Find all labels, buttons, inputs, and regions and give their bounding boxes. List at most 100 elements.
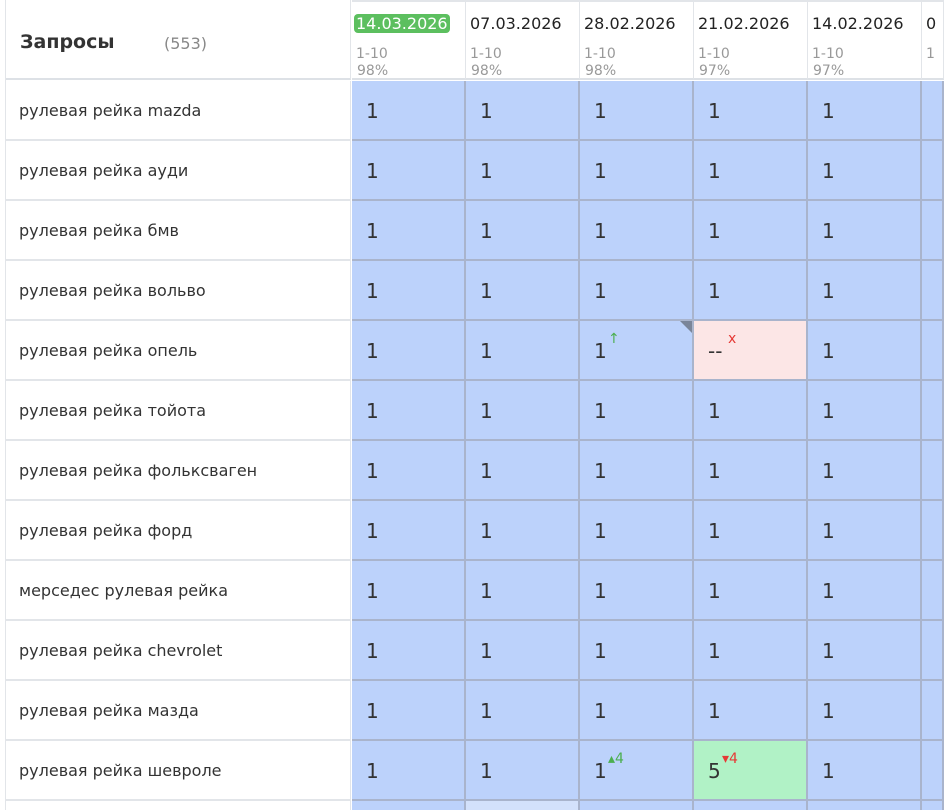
position-cell[interactable]: 1 [352, 741, 466, 801]
position-cell[interactable] [922, 201, 944, 261]
position-cell[interactable]: 1 [808, 81, 922, 141]
position-cell[interactable]: 1 [352, 201, 466, 261]
query-row[interactable]: рулевая рейка шевроле [6, 741, 351, 801]
column-date[interactable]: 14.02.2026 [812, 14, 904, 33]
query-row[interactable]: рулевая рейка бмв [6, 201, 351, 261]
position-cell[interactable]: 1 [694, 441, 808, 501]
position-cell[interactable]: 1 [466, 681, 580, 741]
position-cell[interactable]: 1 [808, 261, 922, 321]
position-cell[interactable]: 1 [808, 741, 922, 801]
note-corner-icon[interactable] [680, 321, 692, 333]
position-cell[interactable]: 1 [352, 621, 466, 681]
position-cell[interactable]: 1 ↑ [580, 321, 694, 381]
position-cell[interactable]: 1 [352, 141, 466, 201]
query-row[interactable]: рулевая рейка вольво [6, 261, 351, 321]
position-cell[interactable]: 1 [808, 621, 922, 681]
position-cell[interactable]: 1 [580, 561, 694, 621]
position-cell[interactable]: 1 [694, 201, 808, 261]
query-row[interactable]: рулевая рейка mazda [6, 81, 351, 141]
position-cell[interactable]: 1 [694, 681, 808, 741]
query-row[interactable]: мерседес рулевая рейка [6, 561, 351, 621]
position-cell[interactable]: 1 [466, 321, 580, 381]
query-row[interactable]: рулевая рейка опель [6, 321, 351, 381]
position-cell[interactable]: 1 ▴4 [580, 741, 694, 801]
position-cell[interactable] [922, 321, 944, 381]
position-cell[interactable]: 1 [808, 141, 922, 201]
position-cell[interactable] [922, 381, 944, 441]
position-cell[interactable]: 1 [808, 381, 922, 441]
position-cell[interactable] [922, 501, 944, 561]
position-cell[interactable] [922, 621, 944, 681]
position-cell[interactable]: 1 [580, 81, 694, 141]
position-cell[interactable]: 1 [580, 441, 694, 501]
position-cell[interactable]: 1 [352, 681, 466, 741]
column-date[interactable]: 0 [926, 14, 937, 33]
position-cell[interactable] [922, 261, 944, 321]
position-cell[interactable]: 1 [580, 261, 694, 321]
query-row[interactable]: рулевая рейка форд [6, 501, 351, 561]
date-column-header[interactable]: 14.03.2026 1-10 98% [352, 0, 466, 80]
query-row[interactable]: рулевая рейка фольксваген [6, 441, 351, 501]
position-cell[interactable] [922, 141, 944, 201]
position-cell[interactable]: 1 [352, 441, 466, 501]
position-cell[interactable]: 1 [352, 561, 466, 621]
column-date[interactable]: 14.03.2026 [354, 14, 450, 33]
position-cell[interactable]: 1 [352, 381, 466, 441]
position-cell[interactable]: 1 [580, 141, 694, 201]
date-column-header[interactable]: 14.02.2026 1-10 97% [808, 0, 922, 80]
position-cell[interactable]: 1 [580, 621, 694, 681]
position-cell[interactable] [922, 741, 944, 801]
position-cell[interactable]: 1 [694, 261, 808, 321]
position-cell[interactable]: 1 [466, 621, 580, 681]
position-cell[interactable]: 1 [580, 681, 694, 741]
position-cell[interactable]: 1 [466, 201, 580, 261]
position-cell[interactable]: 1 [466, 561, 580, 621]
position-cell[interactable]: 1 [694, 81, 808, 141]
date-column-header[interactable]: 28.02.2026 1-10 98% [580, 0, 694, 80]
position-cell[interactable] [922, 561, 944, 621]
position-cell[interactable]: 1 [466, 441, 580, 501]
position-cell[interactable] [352, 801, 466, 810]
position-cell[interactable] [922, 441, 944, 501]
position-cell[interactable]: 1 [580, 501, 694, 561]
position-cell[interactable] [808, 801, 922, 810]
position-cell[interactable]: -- x [694, 321, 808, 381]
position-cell[interactable] [922, 801, 944, 810]
position-cell[interactable]: 1 [352, 261, 466, 321]
position-cell[interactable]: 1 [466, 381, 580, 441]
position-cell[interactable]: 1 [808, 561, 922, 621]
position-cell[interactable]: 1 [352, 321, 466, 381]
position-cell[interactable]: 1 [694, 501, 808, 561]
position-cell[interactable]: 1 [808, 501, 922, 561]
position-cell[interactable]: 1 [694, 141, 808, 201]
position-cell[interactable]: 1 [466, 141, 580, 201]
column-date[interactable]: 07.03.2026 [470, 14, 562, 33]
position-cell[interactable] [466, 801, 580, 810]
position-cell[interactable]: 1 [694, 621, 808, 681]
position-cell[interactable]: 1 [352, 501, 466, 561]
column-date[interactable]: 28.02.2026 [584, 14, 676, 33]
position-cell[interactable]: 1 [466, 741, 580, 801]
position-cell[interactable] [922, 81, 944, 141]
position-cell[interactable]: 1 [808, 201, 922, 261]
position-cell[interactable]: 1 [808, 321, 922, 381]
query-row[interactable]: рулевая рейка мазда [6, 681, 351, 741]
query-row[interactable]: рулевая рейка тойота [6, 381, 351, 441]
position-cell[interactable] [694, 801, 808, 810]
date-column-header[interactable]: 07.03.2026 1-10 98% [466, 0, 580, 80]
query-row[interactable]: рулевая рейка ауди [6, 141, 351, 201]
position-cell[interactable]: 5 ▾4 [694, 741, 808, 801]
query-row[interactable]: рулевая рейка chevrolet [6, 621, 351, 681]
position-cell[interactable] [922, 681, 944, 741]
position-cell[interactable]: 1 [694, 381, 808, 441]
position-cell[interactable]: 1 [466, 81, 580, 141]
position-cell[interactable]: 1 [466, 501, 580, 561]
column-date[interactable]: 21.02.2026 [698, 14, 790, 33]
position-cell[interactable]: 1 [466, 261, 580, 321]
position-cell[interactable]: 1 [580, 381, 694, 441]
position-cell[interactable]: 1 [808, 681, 922, 741]
date-column-header[interactable]: 21.02.2026 1-10 97% [694, 0, 808, 80]
position-cell[interactable]: 1 [694, 561, 808, 621]
position-cell[interactable]: 1 [352, 81, 466, 141]
